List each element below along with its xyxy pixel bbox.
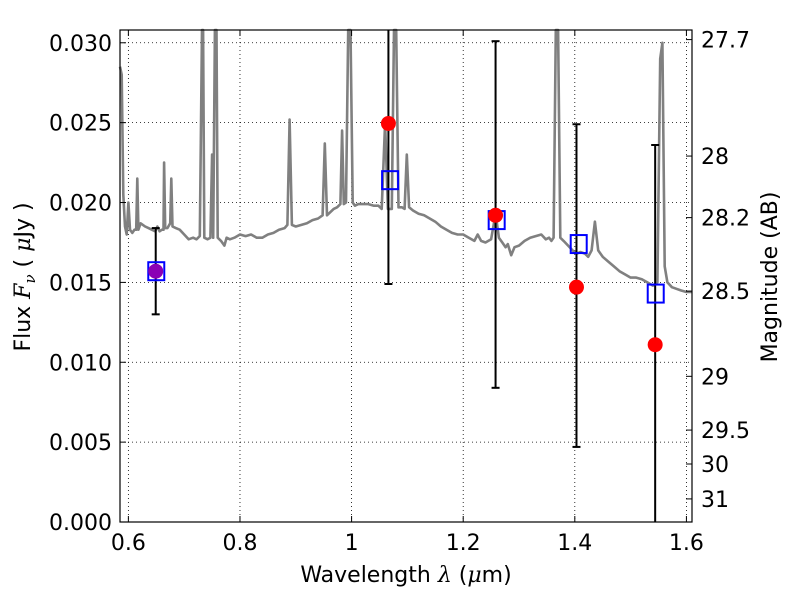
observed-flux-point (380, 115, 396, 131)
y2-axis-ticks: 27.7 28 28.2 28.5 29 29.5 30 31 (686, 29, 750, 513)
y2-tick-label: 28.5 (701, 280, 750, 305)
x-tick-label: 0.6 (111, 531, 146, 556)
y-tick-label: 0.000 (49, 511, 112, 536)
synthetic-flux-square (381, 170, 400, 191)
y-tick-label: 0.010 (49, 351, 112, 376)
x-tick-label: 1.6 (669, 531, 704, 556)
x-axis-ticks: 0.6 0.8 1 1.2 1.4 1.6 (111, 30, 704, 556)
y2-tick-label: 31 (701, 488, 729, 513)
y-axis-label: Flux Fν ( μJy ) (11, 202, 39, 351)
y2-tick-label: 28 (701, 145, 729, 170)
x-axis-label: Wavelength λ (μm) (300, 563, 511, 588)
observed-flux-point (488, 207, 504, 223)
y-tick-label: 0.020 (49, 192, 112, 217)
y2-tick-label: 29 (701, 365, 729, 390)
x-tick-label: 1.4 (557, 531, 592, 556)
x-tick-label: 1.2 (446, 531, 481, 556)
y-tick-label: 0.015 (49, 271, 112, 296)
y-tick-label: 0.025 (49, 112, 112, 137)
plot-frame (119, 29, 693, 523)
synthetic-flux-square (569, 234, 588, 255)
grid-lines (120, 30, 692, 523)
y2-tick-label: 29.5 (701, 419, 750, 444)
y-axis-ticks: 0.000 0.005 0.010 0.015 0.020 0.025 0.030 (49, 32, 126, 536)
observed-flux-point (647, 337, 663, 353)
y2-tick-label: 27.7 (701, 29, 750, 54)
y-tick-label: 0.005 (49, 431, 112, 456)
y-tick-label: 0.030 (49, 32, 112, 57)
y2-tick-label: 28.2 (701, 207, 750, 232)
model-spectrum-line (118, 28, 692, 294)
observed-flux-markers (148, 115, 663, 353)
synthetic-flux-square (646, 283, 665, 304)
error-bars (151, 30, 660, 522)
observed-flux-point (148, 263, 164, 279)
observed-flux-point (568, 279, 584, 295)
x-tick-label: 1 (345, 531, 359, 556)
y2-tick-label: 30 (701, 453, 729, 478)
y2-axis-label: Magnitude (AB) (758, 192, 783, 363)
x-tick-label: 0.8 (222, 531, 257, 556)
model-spectrum (118, 28, 692, 294)
